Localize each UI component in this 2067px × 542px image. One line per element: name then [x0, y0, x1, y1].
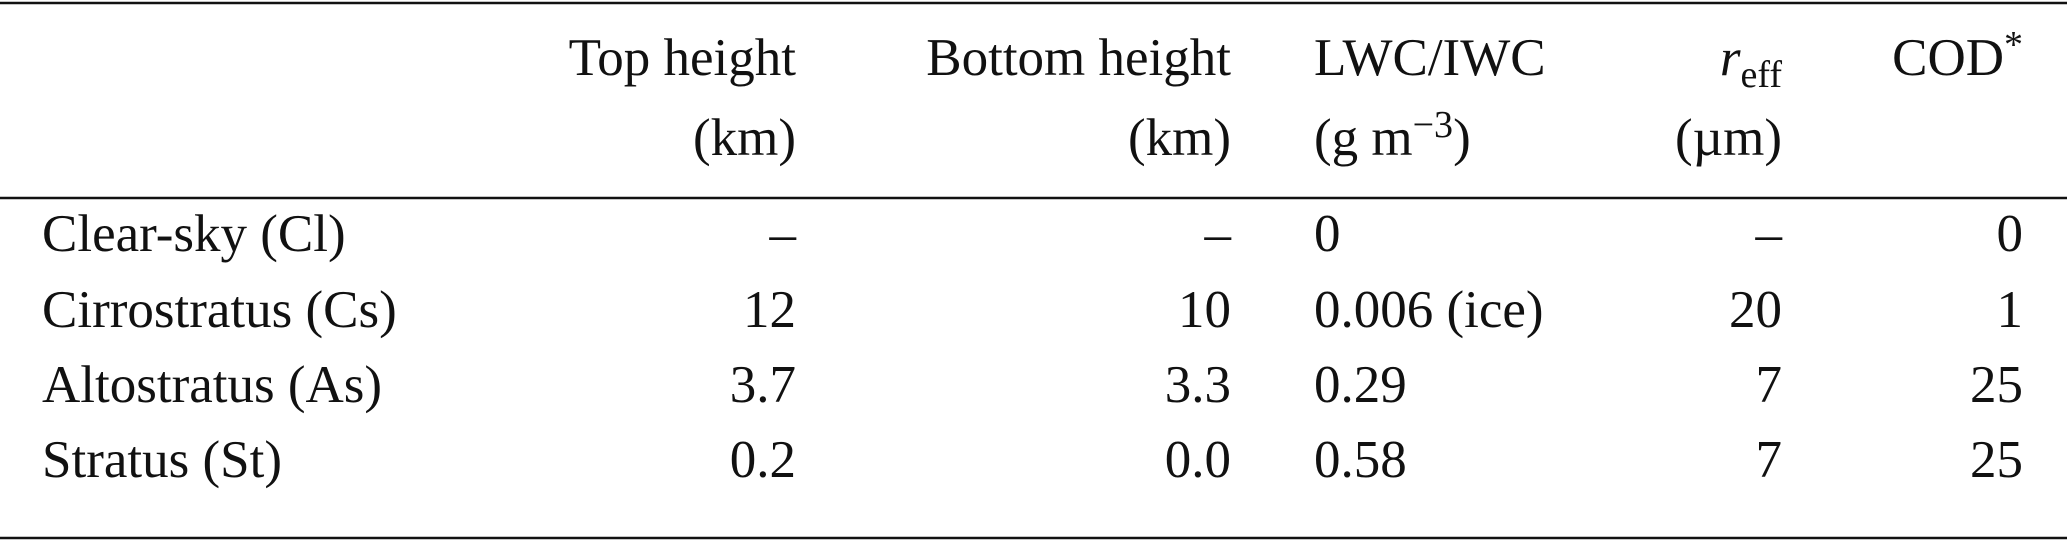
row-label: Cirrostratus (Cs)	[42, 281, 397, 339]
table-cell: 3.3	[1165, 356, 1231, 414]
table-cell: 25	[1970, 431, 2023, 489]
table-cell: 0.58	[1314, 431, 1407, 489]
column-header-base: r	[1720, 29, 1741, 87]
column-header: COD*	[1892, 24, 2023, 87]
column-header-sup: *	[2004, 24, 2023, 66]
table-cell: –	[1755, 205, 1783, 263]
column-header: reff	[1720, 29, 1782, 96]
row-label: Clear-sky (Cl)	[42, 205, 346, 263]
table-cell: 7	[1756, 431, 1783, 489]
column-header: LWC/IWC	[1314, 29, 1546, 87]
column-header: Bottom height	[926, 29, 1231, 87]
table-cell: 0	[1314, 205, 1341, 263]
table-cell: –	[1204, 205, 1232, 263]
table-cell: 0.2	[730, 431, 796, 489]
table-cell: 0.006 (ice)	[1314, 281, 1544, 339]
table-cell: 0.29	[1314, 356, 1407, 414]
table-cell: 25	[1970, 356, 2023, 414]
table-cell: 20	[1729, 281, 1782, 339]
column-header: (g m−3)	[1314, 104, 1471, 167]
table-cell: 3.7	[730, 356, 796, 414]
row-label: Stratus (St)	[42, 431, 282, 489]
table-cell: 7	[1756, 356, 1783, 414]
table-cell: –	[769, 205, 797, 263]
table-cell: 0	[1997, 205, 2024, 263]
column-header-base: COD	[1892, 29, 2004, 87]
column-header-base: (g m	[1314, 109, 1413, 167]
column-header-sub: eff	[1741, 54, 1783, 96]
table-cell: 10	[1178, 281, 1231, 339]
column-header: (km)	[1128, 109, 1231, 167]
column-header-end: )	[1453, 109, 1471, 167]
row-label: Altostratus (As)	[42, 356, 382, 414]
table-cell: 12	[743, 281, 796, 339]
column-header: (km)	[693, 109, 796, 167]
column-header: (µm)	[1675, 109, 1782, 167]
table-cell: 0.0	[1165, 431, 1231, 489]
column-header: Top height	[569, 29, 797, 87]
column-header-sup: −3	[1413, 104, 1453, 146]
table-cell: 1	[1997, 281, 2024, 339]
